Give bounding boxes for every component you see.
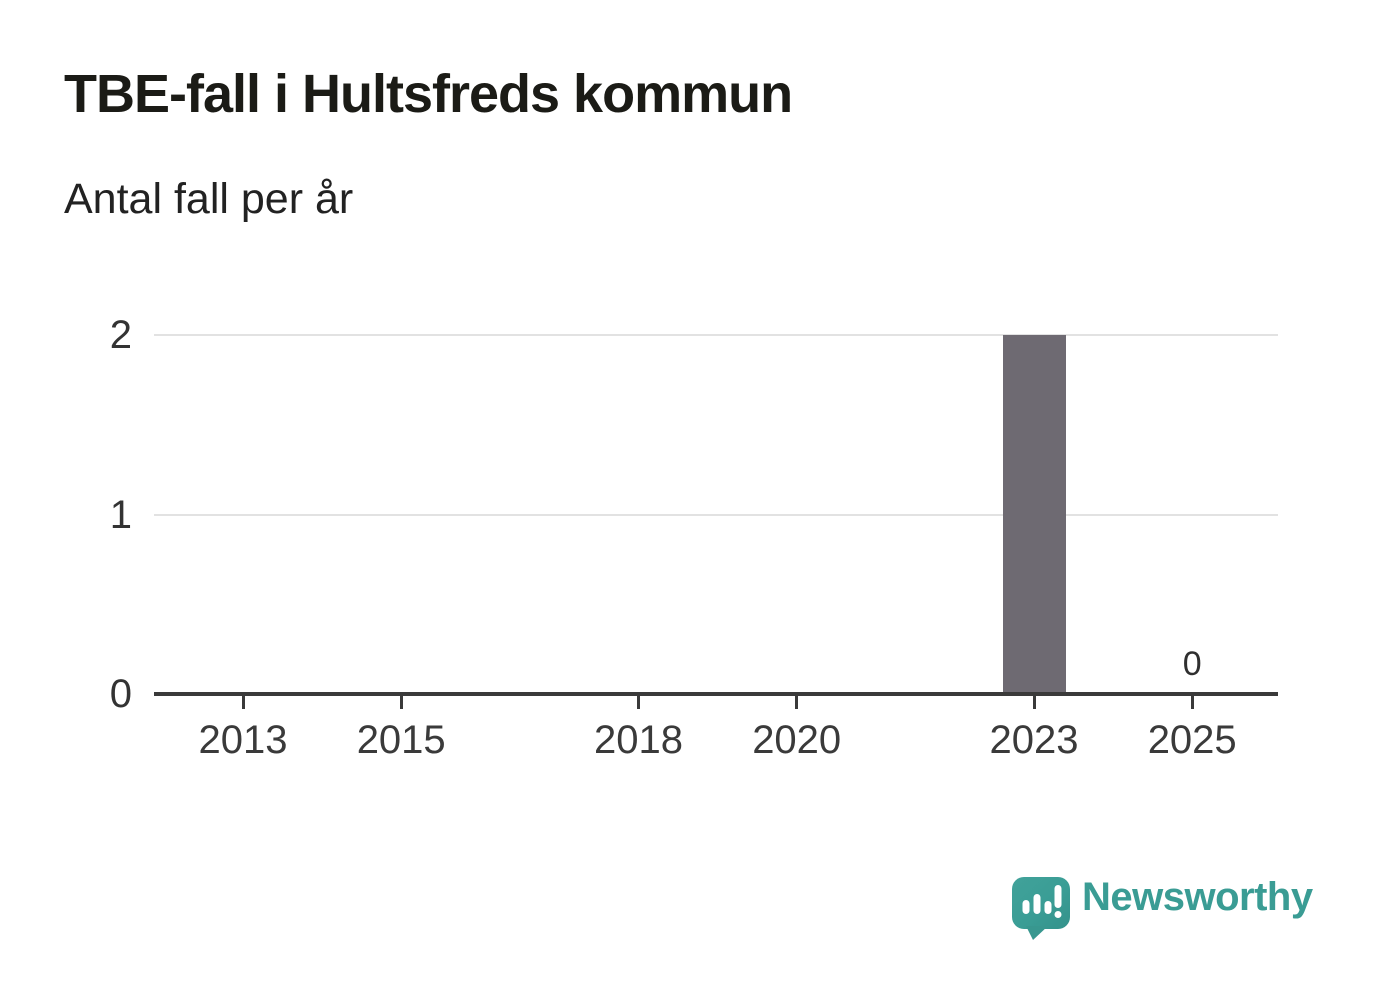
x-axis-tick-2015 [399,696,403,709]
y-axis-tick-label-1: 1 [109,492,132,537]
newsworthy-logo-icon [1012,877,1070,940]
newsworthy-logo[interactable]: Newsworthy [1012,875,1313,943]
x-axis-line [154,692,1278,696]
chart-subtitle: Antal fall per år [64,175,354,223]
newsworthy-logo-text: Newsworthy [1082,875,1313,919]
bar-value-label-2025: 0 [1182,645,1202,683]
x-axis-tick-label-2023: 2023 [989,718,1079,762]
gridline-y-1 [154,513,1278,516]
x-axis-tick-2013 [241,696,245,709]
x-axis-tick-label-2018: 2018 [594,718,683,762]
x-axis-tick-label-2020: 2020 [752,718,842,762]
x-axis-tick-2020 [795,696,799,709]
x-axis-tick-label-2025: 2025 [1147,718,1237,762]
x-axis-tick-label-2013: 2013 [198,718,288,762]
y-axis-tick-label-0: 0 [109,672,132,716]
x-axis-tick-2018 [637,696,640,709]
bar-2023 [1002,335,1066,694]
x-axis-tick-2023 [1032,696,1036,709]
chart-title: TBE-fall i Hultsfreds kommun [64,64,793,124]
gridline-y-2 [154,334,1278,336]
y-axis-tick-label-2: 2 [109,313,132,357]
x-axis-tick-2025 [1190,696,1194,709]
x-axis-tick-label-2015: 2015 [356,718,446,762]
